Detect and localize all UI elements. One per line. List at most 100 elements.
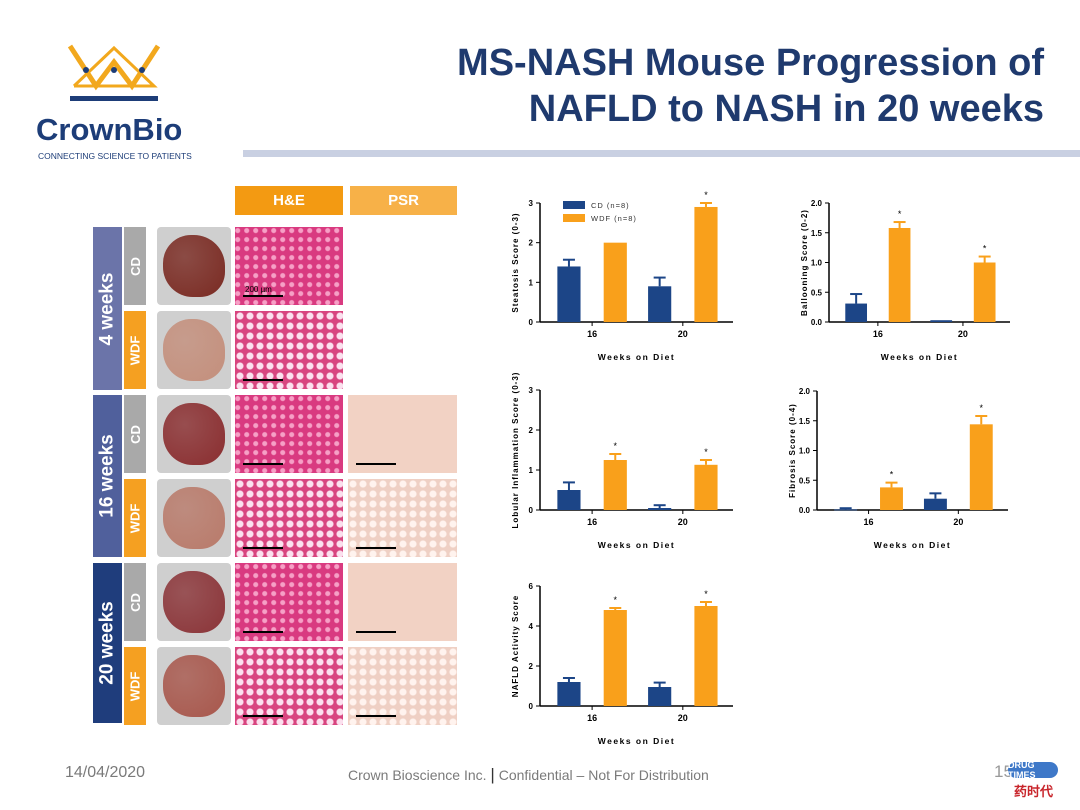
slide-title: MS-NASH Mouse Progression of NAFLD to NA… <box>457 40 1044 132</box>
watermark-badge: DRUG TIMES <box>1008 760 1058 780</box>
y-tick-label: 2.0 <box>811 199 823 208</box>
bar <box>888 227 911 322</box>
footer-separator: | <box>490 765 495 784</box>
bar <box>973 262 996 322</box>
he-stain-image: 200 µm <box>235 227 343 305</box>
psr-stain-image <box>348 647 457 725</box>
he-stain-image <box>235 647 343 725</box>
bar <box>845 303 868 322</box>
footer-confidential: Confidential – Not For Distribution <box>498 767 709 783</box>
he-stain-image <box>235 479 343 557</box>
bar <box>969 424 993 510</box>
liver-photo <box>157 647 231 725</box>
significance-marker: * <box>614 441 618 451</box>
y-axis-title: Lobular Inflammation Score (0-3) <box>511 372 520 529</box>
y-tick-label: 2 <box>529 662 534 671</box>
liver-photo <box>157 311 231 389</box>
y-tick-label: 6 <box>529 582 534 591</box>
x-tick-label: 20 <box>678 517 688 527</box>
x-tick-label: 20 <box>678 713 688 723</box>
y-tick-label: 2.0 <box>799 387 811 396</box>
logo-wordmark: CrownBio <box>36 112 183 147</box>
title-divider <box>243 150 1080 157</box>
crownbio-logo-icon <box>67 44 161 101</box>
bar <box>557 266 581 322</box>
bar <box>694 206 718 322</box>
bar <box>930 320 953 322</box>
bar <box>603 610 627 706</box>
y-tick-label: 1.5 <box>811 229 823 238</box>
legend-label: WDF (n=8) <box>591 214 637 223</box>
title-line-1: MS-NASH Mouse Progression of <box>457 42 1044 84</box>
significance-marker: * <box>890 470 894 480</box>
group-label-cd: CD <box>124 395 146 473</box>
bar <box>834 509 858 511</box>
title-line-2: NAFLD to NASH in 20 weeks <box>528 88 1044 130</box>
y-tick-label: 3 <box>529 386 534 395</box>
psr-stain-image <box>348 563 457 641</box>
liver-photo <box>157 479 231 557</box>
x-axis-title: Weeks on Diet <box>874 540 951 550</box>
liver-photo <box>157 563 231 641</box>
x-tick-label: 20 <box>958 329 968 339</box>
x-tick-label: 16 <box>864 517 874 527</box>
bar <box>648 286 672 322</box>
logo-tagline: CONNECTING SCIENCE TO PATIENTS <box>38 151 192 161</box>
timepoint-20-weeks: 20 weeks <box>93 563 122 723</box>
y-tick-label: 3 <box>529 199 534 208</box>
y-tick-label: 1 <box>529 278 534 287</box>
bar <box>694 464 718 510</box>
y-tick-label: 1.0 <box>811 259 823 268</box>
bar <box>603 242 627 322</box>
significance-marker: * <box>898 209 902 219</box>
y-tick-label: 0 <box>529 506 534 515</box>
y-tick-label: 0.5 <box>799 476 811 485</box>
x-tick-label: 16 <box>587 713 597 723</box>
group-label-wdf: WDF <box>124 479 146 557</box>
timepoint-16-weeks: 16 weeks <box>93 395 122 557</box>
y-axis-title: Ballooning Score (0-2) <box>800 209 809 316</box>
bar <box>603 460 627 510</box>
significance-marker: * <box>704 190 708 200</box>
column-header-he: H&E <box>235 186 343 215</box>
significance-marker: * <box>704 589 708 599</box>
x-tick-label: 16 <box>873 329 883 339</box>
y-axis-title: Steatosis Score (0-3) <box>511 212 520 312</box>
y-tick-label: 4 <box>529 622 534 631</box>
group-label-wdf: WDF <box>124 311 146 389</box>
bar <box>694 606 718 706</box>
group-label-cd: CD <box>124 563 146 641</box>
x-tick-label: 20 <box>953 517 963 527</box>
bar <box>923 498 947 510</box>
y-tick-label: 1 <box>529 466 534 475</box>
significance-marker: * <box>704 447 708 457</box>
psr-stain-image <box>348 395 457 473</box>
bar <box>648 687 672 706</box>
column-header-psr: PSR <box>350 186 457 215</box>
y-tick-label: 0.5 <box>811 288 823 297</box>
x-tick-label: 16 <box>587 517 597 527</box>
y-tick-label: 0.0 <box>799 506 811 515</box>
y-tick-label: 2 <box>529 426 534 435</box>
y-tick-label: 1.0 <box>799 447 811 456</box>
bar <box>557 490 581 510</box>
x-tick-label: 20 <box>678 329 688 339</box>
bar <box>648 508 672 510</box>
x-axis-title: Weeks on Diet <box>598 736 675 746</box>
legend-label: CD (n=8) <box>591 201 630 210</box>
liver-photo <box>157 395 231 473</box>
bar <box>880 487 903 510</box>
he-stain-image <box>235 395 343 473</box>
footer-text: Crown Bioscience Inc. | Confidential – N… <box>348 765 709 785</box>
y-axis-title: NAFLD Activity Score <box>511 595 520 697</box>
footer-company: Crown Bioscience Inc. <box>348 767 487 783</box>
y-tick-label: 2 <box>529 239 534 248</box>
timepoint-4-weeks: 4 weeks <box>93 227 122 390</box>
group-label-wdf: WDF <box>124 647 146 725</box>
x-axis-title: Weeks on Diet <box>598 352 675 362</box>
legend-swatch <box>563 214 585 222</box>
significance-marker: * <box>980 403 984 413</box>
he-stain-image <box>235 563 343 641</box>
footer-date: 14/04/2020 <box>65 764 146 781</box>
